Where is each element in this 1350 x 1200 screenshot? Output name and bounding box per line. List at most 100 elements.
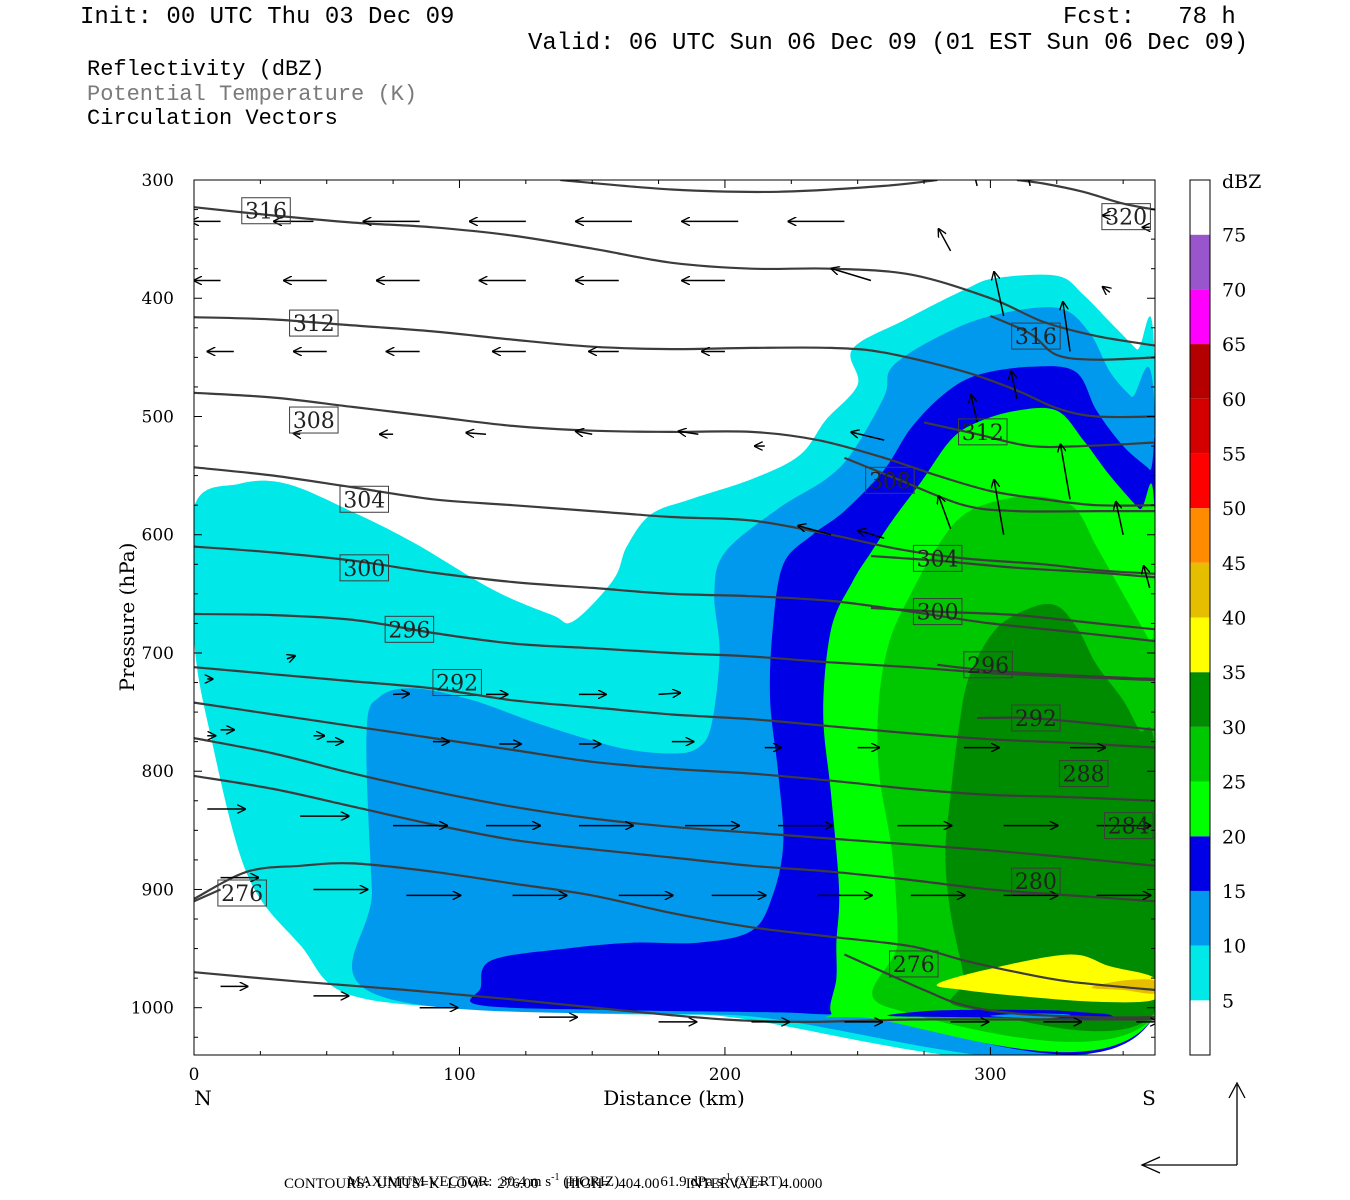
theta-label-box — [958, 418, 1008, 446]
valid-time: Valid: 06 UTC Sun 06 Dec 09 (01 EST Sun … — [528, 30, 1249, 57]
circulation-vector — [939, 496, 952, 530]
theta-label-box — [339, 485, 390, 513]
x-tick-label: 100 — [443, 1065, 475, 1085]
theta-label-box — [289, 406, 339, 434]
colorbar-label: 15 — [1222, 881, 1246, 903]
theta-label-box — [912, 544, 963, 572]
colorbar-label: 25 — [1222, 772, 1246, 794]
theta-contour — [194, 888, 221, 903]
theta-label-box — [1101, 203, 1151, 231]
y-axis-title: Pressure (hPa) — [115, 543, 139, 692]
colorbar-swatch — [1190, 180, 1210, 235]
field-reflectivity: Reflectivity (dBZ) — [87, 57, 325, 82]
colorbar: 5 10 15 20 25 30 35 40 45 50 55 60 65 70 75 dBZ — [1189, 171, 1261, 1056]
colorbar-label: 40 — [1222, 608, 1246, 630]
circulation-vector — [1011, 371, 1018, 399]
circulation-vector — [658, 693, 681, 695]
theta-label-box — [384, 615, 435, 643]
theta-label-box — [963, 651, 1013, 679]
theta-label: 280 — [1015, 870, 1057, 895]
theta-label-box — [1058, 760, 1109, 788]
theta-contour — [923, 421, 1155, 449]
theta-label: 292 — [436, 672, 478, 697]
circulation-vector — [1116, 502, 1124, 535]
theta-label-box — [912, 598, 963, 626]
circulation-vector — [858, 530, 885, 539]
theta-label-box — [217, 879, 267, 907]
colorbar-swatch — [1190, 289, 1210, 345]
x-end-label-left: N — [194, 1086, 212, 1110]
dbz-region-30 — [945, 603, 1155, 1032]
colorbar-swatch — [1190, 1000, 1210, 1055]
theta-label: 316 — [245, 200, 287, 225]
theta-label: 296 — [388, 618, 430, 643]
theta-label: 320 — [1105, 206, 1147, 231]
theta-contour — [977, 716, 1155, 731]
circulation-vector — [1063, 302, 1071, 352]
theta-label-box — [1011, 867, 1061, 895]
theta-contour — [194, 316, 1155, 419]
theta-contour — [194, 701, 1155, 802]
colorbar-swatch — [1190, 945, 1210, 1001]
max-horiz-value: 30.4 m s — [499, 1174, 552, 1190]
y-tick-label: 600 — [142, 526, 174, 546]
theta-label: 316 — [1015, 325, 1057, 350]
colorbar-swatch — [1190, 836, 1210, 891]
theta-label: 292 — [1015, 707, 1057, 732]
circulation-vector — [1103, 287, 1110, 293]
theta-label-box — [865, 466, 915, 494]
plot-frame — [193, 179, 1156, 1056]
circulation-vector — [466, 433, 487, 435]
circulation-vector — [1060, 444, 1071, 500]
theta-contour — [560, 180, 938, 194]
theta-label-box — [1104, 812, 1154, 840]
colorbar-label: 60 — [1222, 389, 1246, 411]
theta-contour — [194, 737, 1155, 867]
colorbar-label: 10 — [1222, 936, 1246, 958]
theta-contour — [194, 391, 1155, 507]
theta-contour — [1016, 180, 1155, 211]
circulation-vector — [1095, 180, 1097, 181]
contours-line: CONTOURS: UNITS=K LOW= 276.00 HIGH= 404.… — [284, 1176, 823, 1192]
theta-contour — [194, 666, 1155, 749]
colorbar-swatch — [1190, 453, 1210, 509]
theta-label-box — [1011, 704, 1061, 732]
colorbar-swatch — [1190, 398, 1210, 454]
theta-label-box — [432, 669, 482, 697]
theta-label: 304 — [917, 547, 959, 572]
colorbar-swatch — [1190, 562, 1210, 618]
circulation-vector — [939, 229, 952, 252]
theta-contour — [843, 953, 1155, 1019]
colorbar-label: 50 — [1222, 498, 1246, 520]
theta-contour — [194, 206, 1155, 347]
max-vector-line: MAXIMUM VECTOR: 30.4 m s-1 (HORIZ) 61.9 … — [347, 1172, 783, 1190]
theta-label: 296 — [967, 654, 1009, 679]
y-tick-label: 700 — [142, 644, 174, 664]
theta-contour — [843, 456, 1155, 513]
x-axis-title: Distance (km) — [603, 1086, 745, 1110]
theta-label: 312 — [962, 421, 1004, 446]
theta-label-box — [889, 950, 939, 978]
colorbar-label: 35 — [1222, 662, 1246, 684]
y-tick-label: 500 — [142, 407, 174, 427]
field-vectors: Circulation Vectors — [87, 106, 338, 131]
x-tick-label: 200 — [709, 1065, 741, 1085]
theta-contour — [194, 774, 1155, 903]
colorbar-label: 20 — [1222, 826, 1246, 848]
theta-label-box — [289, 309, 339, 337]
theta-contour — [194, 862, 1155, 992]
theta-label: 284 — [1108, 815, 1150, 840]
theta-label-box — [1011, 322, 1061, 350]
max-vert-value: 61.9 dPa s — [660, 1174, 723, 1190]
colorbar-title: dBZ — [1222, 171, 1261, 193]
theta-labels: 316 320 312 316 308 312 308 304 304 300 300 296 296 2… — [217, 197, 1154, 978]
theta-label-box — [339, 554, 390, 582]
y-tick-label: 300 — [142, 171, 174, 191]
circulation-vector — [287, 656, 295, 659]
circulation-vector — [851, 432, 885, 441]
colorbar-swatch — [1190, 672, 1210, 727]
y-tick-label: 900 — [142, 880, 174, 900]
circulation-vectors — [194, 180, 1155, 1022]
circulation-vector — [576, 431, 593, 434]
